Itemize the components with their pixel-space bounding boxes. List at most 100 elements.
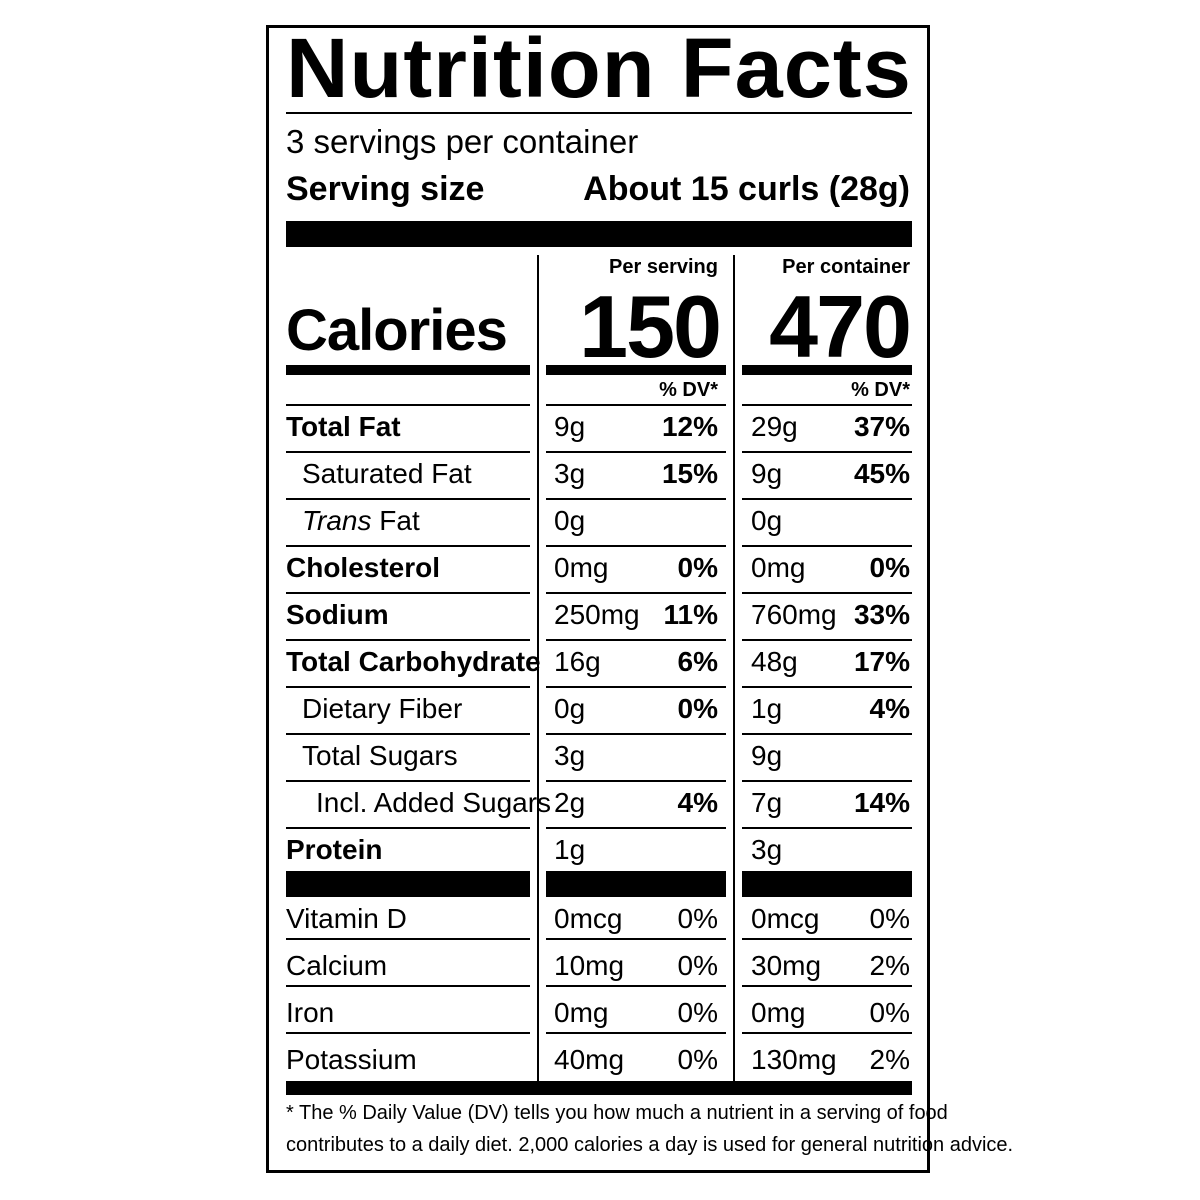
nutrient-row-2-divider-left (286, 498, 530, 500)
container-amount: 760mg (751, 599, 837, 630)
vitamin-row-1-divider-left (286, 938, 530, 940)
vitamin-row-1-divider-mid (546, 938, 726, 940)
serving-amount: 2g (554, 787, 586, 818)
nutrient-row-9-divider-left (286, 827, 530, 829)
nutrient-row-1-divider-mid (546, 451, 726, 453)
vitamin-serving-amount: 40mg (554, 1044, 625, 1075)
serving-dv: 12% (661, 411, 718, 442)
vitamin-container-amount: 0mcg (751, 903, 820, 934)
serving-amount: 3g (554, 458, 586, 489)
nutrient-row-7-divider-right (742, 733, 912, 735)
serving-amount: 0mg (554, 552, 609, 583)
vitamin-serving-amount: 10mg (554, 950, 625, 981)
vitamin-container-amount: 130mg (751, 1044, 837, 1075)
vitamin-serving-amount: 0mg (554, 997, 609, 1028)
container-amount: 48g (751, 646, 798, 677)
per-serving-header: Per serving (609, 256, 718, 278)
vitamin-container-dv: 2% (869, 950, 910, 981)
vitamin-container-dv: 2% (869, 1044, 910, 1075)
footnote-line-1: * The % Daily Value (DV) tells you how m… (286, 1102, 948, 1124)
serving-amount: 0g (554, 693, 586, 724)
nutrient-name: Trans Fat (302, 507, 420, 535)
vitamin-serving-amount: 0mcg (554, 903, 623, 934)
vitamin-container-dv: 0% (869, 903, 910, 934)
thick-divider-vitamins-mid (546, 871, 726, 897)
nutrient-name: Dietary Fiber (302, 693, 463, 724)
serving-size-label: Serving size (286, 170, 485, 208)
serving-amount: 250mg (554, 599, 640, 630)
serving-dv: 0% (677, 552, 718, 583)
nutrient-row-6-divider-left (286, 686, 530, 688)
nutrient-name: Sodium (286, 599, 389, 630)
serving-amount: 16g (554, 646, 601, 677)
nutrient-name: Incl. Added Sugars (316, 787, 552, 818)
nutrient-row-5-divider-right (742, 639, 912, 641)
nutrient-row-4-divider-mid (546, 592, 726, 594)
container-amount: 9g (751, 740, 783, 771)
column-divider-right (733, 255, 735, 1081)
vitamin-row-2-divider-mid (546, 985, 726, 987)
serving-amount: 3g (554, 740, 586, 771)
nutrient-row-1-divider-right (742, 451, 912, 453)
container-amount: 29g (751, 411, 798, 442)
nutrient-name-italic: Trans (302, 505, 372, 536)
servings-per-container: 3 servings per container (286, 123, 639, 160)
nutrient-row-9-divider-mid (546, 827, 726, 829)
calories-divider-mid (546, 365, 726, 375)
nutrient-row-5-divider-left (286, 639, 530, 641)
thick-divider-vitamins-right (742, 871, 912, 897)
serving-size-value: About 15 curls (28g) (583, 170, 910, 208)
container-dv: 45% (853, 458, 910, 489)
container-dv: 37% (853, 411, 910, 442)
nutrient-row-8-divider-right (742, 780, 912, 782)
nutrient-row-2-divider-mid (546, 498, 726, 500)
calories-label: Calories (286, 298, 508, 363)
vitamin-row-2-divider-right (742, 985, 912, 987)
column-divider-left (537, 255, 539, 1081)
vitamin-serving-dv: 0% (677, 950, 718, 981)
nutrient-name-rest: Fat (371, 505, 420, 536)
nutrient-row-7-divider-left (286, 733, 530, 735)
vitamin-name: Vitamin D (286, 903, 407, 934)
nutrition-facts-title: Nutrition Facts (286, 21, 912, 115)
title-divider (286, 112, 912, 114)
vitamin-serving-dv: 0% (677, 997, 718, 1028)
nutrient-row-4-divider-left (286, 592, 530, 594)
serving-dv: 11% (663, 599, 719, 630)
container-dv: 14% (853, 787, 910, 818)
container-amount: 0mg (751, 552, 806, 583)
calories-divider-right (742, 365, 912, 375)
nutrient-row-1-divider-left (286, 451, 530, 453)
vitamin-serving-dv: 0% (677, 903, 718, 934)
calories-divider-left (286, 365, 530, 375)
container-amount: 0g (751, 505, 783, 536)
vitamin-container-amount: 30mg (751, 950, 822, 981)
vitamin-name: Iron (286, 997, 335, 1028)
vitamin-name: Potassium (286, 1044, 417, 1075)
nutrient-row-8-divider-left (286, 780, 530, 782)
nutrient-name: Total Fat (286, 411, 401, 442)
container-amount: 1g (751, 693, 783, 724)
container-dv: 33% (853, 599, 910, 630)
nutrient-row-6-divider-right (742, 686, 912, 688)
vitamin-serving-dv: 0% (677, 1044, 718, 1075)
nutrient-row-0-divider-left (286, 404, 530, 406)
nutrient-row-0-divider-mid (546, 404, 726, 406)
serving-amount: 0g (554, 505, 586, 536)
vitamin-container-amount: 0mg (751, 997, 806, 1028)
container-amount: 9g (751, 458, 783, 489)
nutrient-row-5-divider-mid (546, 639, 726, 641)
nutrient-row-2-divider-right (742, 498, 912, 500)
vitamin-row-1-divider-right (742, 938, 912, 940)
serving-amount: 9g (554, 411, 586, 442)
nutrient-name: Total Sugars (302, 740, 458, 771)
nutrient-row-8-divider-mid (546, 780, 726, 782)
nutrient-name: Total Carbohydrate (286, 646, 541, 677)
serving-dv: 6% (677, 646, 718, 677)
nutrient-name: Protein (286, 834, 383, 865)
nutrient-row-6-divider-mid (546, 686, 726, 688)
nutrient-row-3-divider-mid (546, 545, 726, 547)
container-amount: 3g (751, 834, 783, 865)
serving-dv: 4% (677, 787, 718, 818)
nutrient-name: Saturated Fat (302, 458, 472, 489)
